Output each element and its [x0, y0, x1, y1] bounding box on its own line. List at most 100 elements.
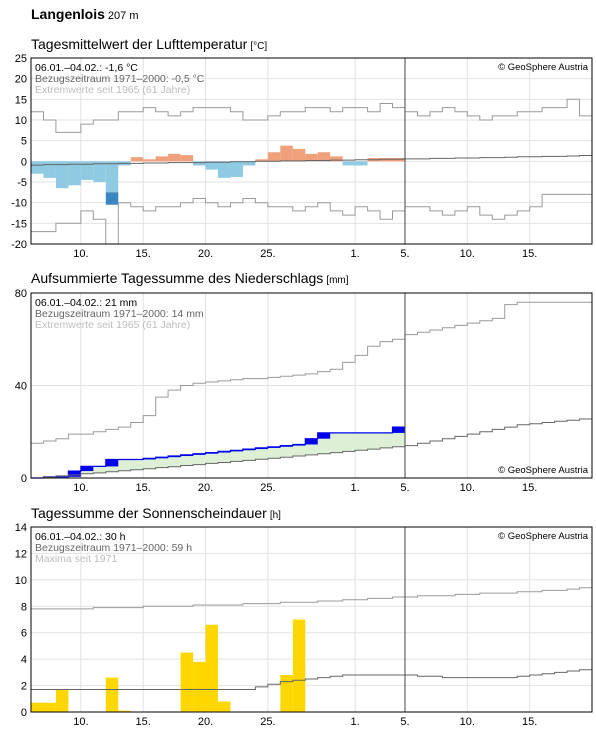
y-tick-label: -20: [11, 239, 27, 251]
temperature-bar: [230, 161, 243, 178]
x-tick-label: 25.: [260, 482, 275, 494]
x-tick-label: 15.: [136, 716, 151, 728]
x-tick-label: 15.: [522, 482, 537, 494]
precipitation-daily-block: [267, 446, 281, 448]
temperature-bar: [267, 152, 281, 162]
temperature-bar: [255, 159, 268, 162]
temperature-bar: [205, 161, 218, 170]
precipitation-daily-block: [218, 451, 231, 453]
y-tick-label: 80: [15, 288, 27, 300]
x-tick-label: 25.: [260, 716, 275, 728]
x-tick-label: 5.: [400, 716, 409, 728]
temperature-chart-title: Tagesmittelwert der Lufttemperatur [°C]: [31, 36, 268, 52]
copyright-label: © GeoSphere Austria: [498, 465, 589, 476]
x-tick-label: 10.: [460, 248, 475, 260]
sunshine-bar: [205, 624, 218, 712]
y-tick-label: 14: [15, 522, 27, 534]
x-tick-label: 20.: [198, 248, 213, 260]
precipitation-daily-block: [230, 450, 243, 452]
temperature-bar: [55, 161, 69, 189]
x-tick-label: 25.: [260, 248, 275, 260]
temperature-bar: [342, 161, 356, 166]
legend-text-2: Bezugszeitraum 1971–2000: 14 mm: [35, 308, 204, 320]
x-tick-label: 10.: [73, 248, 88, 260]
station-elevation: 207 m: [107, 10, 139, 22]
temperature-bar: [180, 155, 194, 162]
legend-text-2: Bezugszeitraum 1971–2000: -0,5 °C: [35, 73, 205, 85]
temperature-bar: [68, 161, 81, 186]
y-tick-label: 20: [15, 74, 27, 86]
legend-text-2: Bezugszeitraum 1971–2000: 59 h: [35, 542, 192, 554]
x-tick-label: 10.: [460, 482, 475, 494]
x-tick-label: 15.: [136, 482, 151, 494]
legend-text-3: Extremwerte seit 1965 (61 Jahre): [35, 319, 190, 331]
precipitation-daily-block: [105, 459, 119, 467]
y-tick-label: 5: [21, 136, 27, 148]
temperature-bar: [280, 145, 293, 162]
temperature-record-bar: [105, 192, 119, 205]
temperature-bar: [218, 161, 231, 178]
plot-frame: [30, 526, 593, 713]
sunshine-bar: [180, 652, 194, 712]
sunshine-max-line: [31, 587, 592, 610]
legend-text-3: Extremwerte seit 1965 (61 Jahre): [35, 84, 190, 96]
temperature-bar: [168, 153, 181, 162]
y-tick-label: 40: [15, 381, 27, 393]
precipitation-daily-block: [242, 449, 256, 451]
precipitation-daily-block: [280, 445, 293, 447]
sunshine-bar: [292, 619, 306, 712]
temperature-max-line: [31, 98, 592, 133]
temperature-bar: [292, 148, 306, 162]
plot-frame: [30, 292, 593, 479]
y-tick-label: 10: [15, 575, 27, 587]
y-tick-label: -10: [11, 198, 27, 210]
y-tick-label: 0: [21, 156, 27, 168]
plot-frame: [30, 57, 593, 245]
temperature-bar: [31, 161, 44, 174]
temperature-bar: [43, 161, 56, 178]
precipitation-daily-block: [205, 452, 218, 454]
y-tick-label: 25: [15, 53, 27, 65]
x-tick-label: 10.: [460, 716, 475, 728]
temperature-bar: [242, 161, 256, 166]
temperature-bar: [80, 161, 94, 180]
x-tick-label: 1.: [351, 482, 360, 494]
temperature-reference-line: [31, 155, 592, 166]
y-tick-label: 0: [21, 473, 27, 485]
precipitation-daily-block: [392, 427, 405, 433]
y-tick-label: -5: [17, 177, 27, 189]
x-tick-label: 10.: [73, 482, 88, 494]
y-tick-label: 0: [21, 707, 27, 719]
copyright-label: © GeoSphere Austria: [498, 62, 589, 73]
legend-text-1: 06.01.–04.02.: 30 h: [35, 531, 126, 543]
temperature-bar: [155, 156, 169, 162]
y-tick-label: 6: [21, 628, 27, 640]
y-tick-label: 2: [21, 681, 27, 693]
temperature-min-line: [31, 193, 592, 245]
precipitation-daily-block: [292, 444, 306, 446]
temperature-bar: [317, 152, 331, 162]
temperature-bar: [93, 161, 106, 182]
precipitation-daily-block: [68, 471, 81, 477]
x-tick-label: 1.: [351, 716, 360, 728]
temperature-bar: [305, 153, 318, 162]
precipitation-reference-line: [31, 418, 592, 479]
x-tick-label: 5.: [400, 248, 409, 260]
sunshine-reference-line: [31, 669, 592, 690]
sunshine-bar: [31, 702, 44, 712]
x-tick-label: 15.: [522, 248, 537, 260]
legend-text-3: Maxima seit 1971: [35, 553, 117, 565]
sunshine-bar: [280, 675, 293, 712]
sunshine-bar: [105, 677, 119, 712]
sunshine-bar: [43, 702, 56, 712]
temperature-bar: [355, 161, 368, 166]
sunshine-bar: [55, 689, 69, 712]
x-tick-label: 20.: [198, 482, 213, 494]
x-tick-label: 15.: [522, 716, 537, 728]
copyright-label: © GeoSphere Austria: [498, 531, 589, 542]
x-tick-label: 1.: [351, 248, 360, 260]
sunshine-chart-title: Tagessumme der Sonnenscheindauer [h]: [31, 505, 281, 521]
y-tick-label: 10: [15, 115, 27, 127]
legend-text-1: 06.01.–04.02.: 21 mm: [35, 297, 137, 309]
